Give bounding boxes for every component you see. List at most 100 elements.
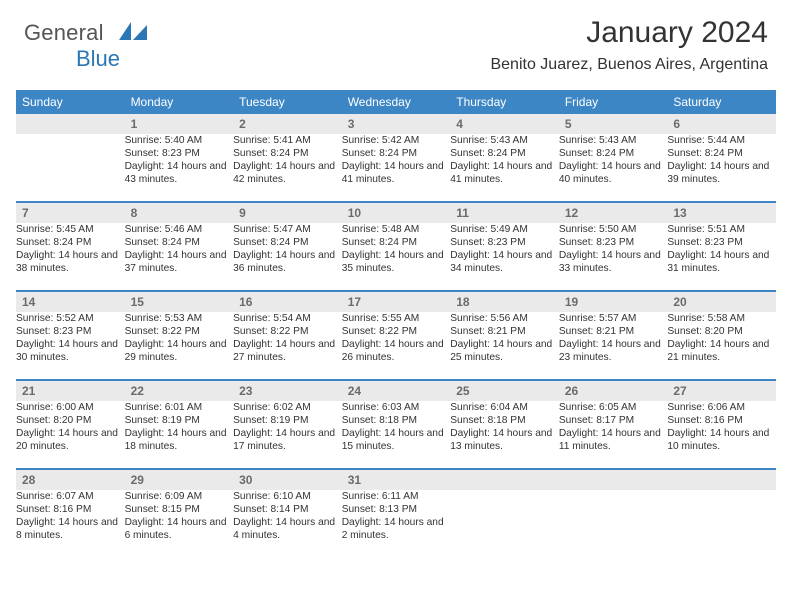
- day-cell: Sunrise: 5:52 AMSunset: 8:23 PMDaylight:…: [16, 312, 125, 380]
- day-number: 29: [125, 469, 234, 490]
- week-row: Sunrise: 6:07 AMSunset: 8:16 PMDaylight:…: [16, 490, 776, 558]
- daylight-line: Daylight: 14 hours and 38 minutes.: [16, 249, 125, 275]
- day-number: 14: [16, 291, 125, 312]
- daylight-line: Daylight: 14 hours and 15 minutes.: [342, 427, 451, 453]
- sunrise-line: Sunrise: 5:50 AM: [559, 223, 668, 236]
- brand-part2: Blue: [76, 46, 120, 71]
- day-cell: Sunrise: 6:06 AMSunset: 8:16 PMDaylight:…: [667, 401, 776, 469]
- sunset-line: Sunset: 8:18 PM: [450, 414, 559, 427]
- day-cell: Sunrise: 6:04 AMSunset: 8:18 PMDaylight:…: [450, 401, 559, 469]
- daylight-line: Daylight: 14 hours and 6 minutes.: [125, 516, 234, 542]
- day-number: 11: [450, 202, 559, 223]
- sunset-line: Sunset: 8:24 PM: [342, 147, 451, 160]
- daylight-line: Daylight: 14 hours and 4 minutes.: [233, 516, 342, 542]
- weekday-header-row: SundayMondayTuesdayWednesdayThursdayFrid…: [16, 90, 776, 114]
- sunset-line: Sunset: 8:13 PM: [342, 503, 451, 516]
- daylight-line: Daylight: 14 hours and 10 minutes.: [667, 427, 776, 453]
- daylight-line: Daylight: 14 hours and 39 minutes.: [667, 160, 776, 186]
- day-cell: Sunrise: 6:11 AMSunset: 8:13 PMDaylight:…: [342, 490, 451, 558]
- day-number: 20: [667, 291, 776, 312]
- sunrise-line: Sunrise: 6:09 AM: [125, 490, 234, 503]
- day-cell: Sunrise: 5:58 AMSunset: 8:20 PMDaylight:…: [667, 312, 776, 380]
- daylight-line: Daylight: 14 hours and 2 minutes.: [342, 516, 451, 542]
- week-row: Sunrise: 5:45 AMSunset: 8:24 PMDaylight:…: [16, 223, 776, 291]
- weekday-saturday: Saturday: [667, 90, 776, 114]
- sunrise-line: Sunrise: 6:01 AM: [125, 401, 234, 414]
- sunrise-line: Sunrise: 6:03 AM: [342, 401, 451, 414]
- day-cell: Sunrise: 5:45 AMSunset: 8:24 PMDaylight:…: [16, 223, 125, 291]
- sunset-line: Sunset: 8:23 PM: [125, 147, 234, 160]
- day-cell: Sunrise: 5:43 AMSunset: 8:24 PMDaylight:…: [559, 134, 668, 202]
- sunset-line: Sunset: 8:24 PM: [125, 236, 234, 249]
- sunset-line: Sunset: 8:23 PM: [667, 236, 776, 249]
- weekday-sunday: Sunday: [16, 90, 125, 114]
- day-number: 16: [233, 291, 342, 312]
- day-cell: Sunrise: 5:56 AMSunset: 8:21 PMDaylight:…: [450, 312, 559, 380]
- day-number: 30: [233, 469, 342, 490]
- sunrise-line: Sunrise: 5:51 AM: [667, 223, 776, 236]
- daylight-line: Daylight: 14 hours and 18 minutes.: [125, 427, 234, 453]
- week-row: Sunrise: 6:00 AMSunset: 8:20 PMDaylight:…: [16, 401, 776, 469]
- day-cell: Sunrise: 6:10 AMSunset: 8:14 PMDaylight:…: [233, 490, 342, 558]
- day-number: 25: [450, 380, 559, 401]
- sunset-line: Sunset: 8:15 PM: [125, 503, 234, 516]
- sunset-line: Sunset: 8:24 PM: [559, 147, 668, 160]
- day-number: 27: [667, 380, 776, 401]
- day-number: 22: [125, 380, 234, 401]
- daynum-row: 14151617181920: [16, 291, 776, 312]
- day-number: 21: [16, 380, 125, 401]
- daylight-line: Daylight: 14 hours and 30 minutes.: [16, 338, 125, 364]
- day-cell: Sunrise: 5:48 AMSunset: 8:24 PMDaylight:…: [342, 223, 451, 291]
- day-cell: Sunrise: 5:57 AMSunset: 8:21 PMDaylight:…: [559, 312, 668, 380]
- day-number: 3: [342, 114, 451, 134]
- daylight-line: Daylight: 14 hours and 33 minutes.: [559, 249, 668, 275]
- sunrise-line: Sunrise: 5:52 AM: [16, 312, 125, 325]
- sunset-line: Sunset: 8:24 PM: [450, 147, 559, 160]
- day-cell: Sunrise: 5:46 AMSunset: 8:24 PMDaylight:…: [125, 223, 234, 291]
- sunset-line: Sunset: 8:21 PM: [450, 325, 559, 338]
- day-number: 8: [125, 202, 234, 223]
- daylight-line: Daylight: 14 hours and 35 minutes.: [342, 249, 451, 275]
- daylight-line: Daylight: 14 hours and 13 minutes.: [450, 427, 559, 453]
- sunset-line: Sunset: 8:18 PM: [342, 414, 451, 427]
- daylight-line: Daylight: 14 hours and 8 minutes.: [16, 516, 125, 542]
- day-number: [450, 469, 559, 490]
- sunset-line: Sunset: 8:14 PM: [233, 503, 342, 516]
- day-number: 5: [559, 114, 668, 134]
- daynum-row: 21222324252627: [16, 380, 776, 401]
- sunset-line: Sunset: 8:24 PM: [667, 147, 776, 160]
- day-number: 18: [450, 291, 559, 312]
- sunset-line: Sunset: 8:24 PM: [233, 236, 342, 249]
- day-number: 2: [233, 114, 342, 134]
- sunrise-line: Sunrise: 6:11 AM: [342, 490, 451, 503]
- sunrise-line: Sunrise: 5:47 AM: [233, 223, 342, 236]
- day-number: 15: [125, 291, 234, 312]
- sunset-line: Sunset: 8:16 PM: [16, 503, 125, 516]
- weekday-monday: Monday: [125, 90, 234, 114]
- day-number: 24: [342, 380, 451, 401]
- sunrise-line: Sunrise: 6:07 AM: [16, 490, 125, 503]
- day-cell: [16, 134, 125, 202]
- sunrise-line: Sunrise: 5:48 AM: [342, 223, 451, 236]
- day-number: 7: [16, 202, 125, 223]
- day-cell: Sunrise: 5:51 AMSunset: 8:23 PMDaylight:…: [667, 223, 776, 291]
- daylight-line: Daylight: 14 hours and 43 minutes.: [125, 160, 234, 186]
- sunrise-line: Sunrise: 6:04 AM: [450, 401, 559, 414]
- weekday-friday: Friday: [559, 90, 668, 114]
- daynum-row: 78910111213: [16, 202, 776, 223]
- day-cell: Sunrise: 6:02 AMSunset: 8:19 PMDaylight:…: [233, 401, 342, 469]
- sunset-line: Sunset: 8:23 PM: [450, 236, 559, 249]
- day-number: 4: [450, 114, 559, 134]
- sunset-line: Sunset: 8:24 PM: [16, 236, 125, 249]
- weekday-wednesday: Wednesday: [342, 90, 451, 114]
- page-header: General Blue January 2024 Benito Juarez,…: [0, 0, 792, 90]
- sunrise-line: Sunrise: 5:44 AM: [667, 134, 776, 147]
- day-number: 26: [559, 380, 668, 401]
- sunset-line: Sunset: 8:24 PM: [233, 147, 342, 160]
- day-number: 12: [559, 202, 668, 223]
- sunset-line: Sunset: 8:23 PM: [16, 325, 125, 338]
- title-block: January 2024 Benito Juarez, Buenos Aires…: [490, 16, 768, 74]
- daylight-line: Daylight: 14 hours and 27 minutes.: [233, 338, 342, 364]
- day-number: [667, 469, 776, 490]
- day-cell: Sunrise: 5:40 AMSunset: 8:23 PMDaylight:…: [125, 134, 234, 202]
